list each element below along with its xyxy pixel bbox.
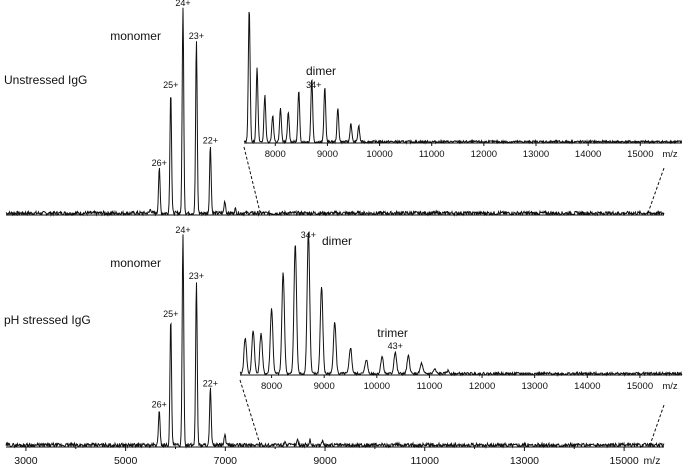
lower-inset-tick-label: 8000	[261, 381, 282, 392]
lower-main-tick-label: 15000	[610, 455, 639, 466]
upper-inset-charge-label: 34+	[306, 80, 321, 90]
upper-inset-tick-label: 9000	[317, 149, 338, 160]
upper-inset-tick-label: 8000	[265, 149, 286, 160]
lower-main-charge-label: 24+	[175, 225, 190, 235]
lower-main-tick-label: 13000	[510, 455, 539, 466]
lower-main-charge-label: 25+	[163, 309, 178, 319]
upper-main-charge-label: 24+	[175, 0, 190, 8]
spectrum-trace-upper-main	[5, 7, 665, 217]
lower-inset-trimer-label: trimer	[377, 326, 408, 340]
lower-main-charge-label: 26+	[152, 399, 167, 409]
upper-main-charge-label: 23+	[189, 31, 204, 41]
upper-inset-xlabel: m/z	[662, 149, 678, 160]
lower-inset-title: dimer	[322, 234, 352, 248]
upper-inset-tick-label: 10000	[366, 149, 392, 160]
spectrum-trace-upper-inset	[243, 11, 682, 145]
upper-inset-title: dimer	[306, 64, 336, 78]
lower-inset-tick-label: 13000	[521, 381, 547, 392]
lower-inset-tick-label: 15000	[627, 381, 653, 392]
lower-inset-trimer-charge-label: 43+	[388, 341, 403, 351]
lower-main-tick-label: 11000	[411, 455, 440, 466]
upper-main-monomer-label: monomer	[110, 29, 161, 43]
upper-zoom-left	[243, 146, 261, 214]
upper-inset-tick-label: 11000	[419, 149, 445, 160]
lower-inset-charge-label: 34+	[301, 230, 316, 240]
lower-zoom-left	[239, 379, 261, 446]
upper-inset-tick-label: 13000	[523, 149, 549, 160]
lower-main-charge-label: 22+	[203, 378, 218, 388]
lower-main-monomer-label: monomer	[110, 256, 161, 270]
spectrum-trace-lower-main	[5, 234, 665, 449]
upper-zoom-right	[647, 167, 665, 214]
lower-main-tick-label: 9000	[313, 455, 337, 466]
lower-main-tick-label: 7000	[214, 455, 238, 466]
lower-main-charge-label: 23+	[189, 271, 204, 281]
upper-inset-tick-label: 12000	[471, 149, 497, 160]
upper-main-charge-label: 22+	[203, 135, 218, 145]
lower-main-xlabel: m/z	[644, 455, 661, 466]
lower-inset-tick-label: 9000	[314, 381, 335, 392]
lower-inset-tick-label: 10000	[364, 381, 390, 392]
lower-inset-tick-label: 11000	[417, 381, 443, 392]
upper-sample-label: Unstressed IgG	[4, 73, 87, 87]
lower-main-tick-label: 5000	[114, 455, 138, 466]
lower-inset-tick-label: 12000	[469, 381, 495, 392]
lower-inset-xlabel: m/z	[662, 381, 678, 392]
upper-main-charge-label: 25+	[163, 80, 178, 90]
lower-sample-label: pH stressed IgG	[4, 313, 91, 327]
upper-inset-tick-label: 14000	[575, 149, 601, 160]
lower-zoom-right	[649, 404, 665, 446]
lower-inset-tick-label: 14000	[574, 381, 600, 392]
upper-main-charge-label: 26+	[152, 158, 167, 168]
upper-inset-tick-label: 15000	[627, 149, 653, 160]
lower-main-tick-label: 3000	[14, 455, 38, 466]
spectrum-trace-lower-inset	[239, 232, 683, 377]
